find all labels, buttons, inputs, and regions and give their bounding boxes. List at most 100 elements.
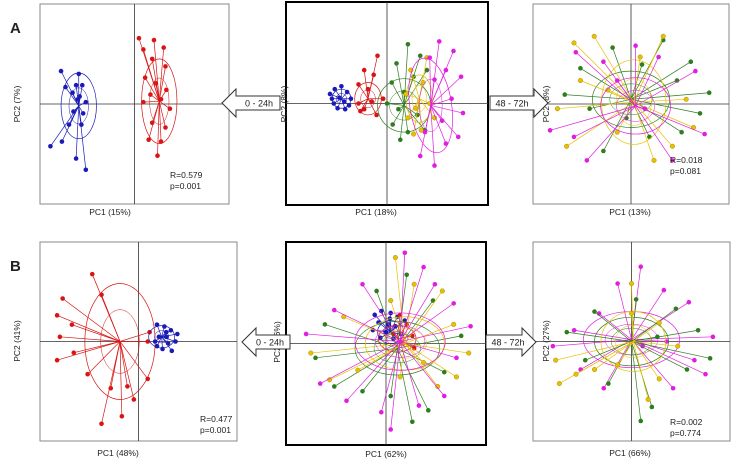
spoke-green [396, 63, 405, 106]
point-green [578, 65, 583, 71]
spoke-red [153, 40, 160, 102]
point-red [149, 120, 155, 126]
spoke-magenta [573, 105, 636, 138]
point-blue [341, 99, 347, 104]
spoke-green [630, 99, 650, 138]
spoke-red [144, 77, 160, 102]
series-magenta [408, 39, 466, 168]
spoke-green [362, 348, 398, 392]
point-yellow [411, 281, 417, 287]
point-yellow [405, 115, 411, 121]
spoke-yellow [633, 341, 678, 347]
spoke-green [594, 311, 632, 342]
point-blue [152, 339, 158, 344]
panel-letter-b: B [10, 258, 21, 275]
spoke-magenta [320, 341, 401, 384]
point-blue [83, 167, 89, 173]
point-blue [71, 109, 76, 114]
spoke-green [396, 348, 413, 422]
spoke-magenta [631, 339, 674, 389]
spoke-yellow [633, 341, 660, 380]
point-magenta [427, 55, 433, 60]
point-yellow [683, 96, 689, 102]
point-magenta [454, 355, 459, 361]
point-green [404, 272, 409, 278]
point-green [697, 111, 703, 116]
point-red [69, 322, 75, 327]
point-green [601, 148, 606, 154]
point-blue [337, 95, 342, 101]
point-red [99, 292, 104, 298]
point-red [361, 106, 367, 112]
arrow-b-left-label: 0 - 24h [256, 338, 284, 348]
point-yellow [629, 310, 635, 316]
spoke-yellow [633, 56, 641, 103]
spoke-red [143, 100, 160, 103]
point-red [164, 87, 169, 93]
spoke-magenta [631, 339, 667, 342]
point-magenta [702, 131, 707, 137]
point-green [390, 122, 396, 127]
point-magenta [332, 307, 337, 313]
spoke-yellow [357, 343, 405, 371]
point-blue [346, 103, 352, 108]
point-yellow [454, 374, 460, 380]
point-yellow [675, 343, 681, 349]
point-yellow [571, 40, 577, 46]
spoke-blue [161, 336, 176, 342]
spoke-yellow [617, 341, 634, 366]
spoke-green [608, 341, 632, 384]
point-magenta [416, 403, 422, 408]
point-magenta [615, 281, 620, 286]
point-red [99, 421, 104, 427]
series-red [136, 35, 178, 158]
point-blue [388, 310, 394, 316]
series-yellow [554, 33, 697, 163]
point-blue [348, 96, 354, 102]
spoke-red [56, 314, 121, 342]
point-blue [175, 331, 180, 337]
spoke-red [71, 324, 121, 342]
spoke-green [631, 341, 711, 359]
spoke-blue [374, 314, 391, 333]
point-yellow [451, 321, 457, 327]
spoke-red [101, 341, 121, 424]
spoke-red [148, 101, 160, 140]
point-yellow [413, 105, 419, 111]
point-yellow [605, 87, 611, 93]
point-red [85, 371, 90, 377]
point-magenta [670, 158, 675, 163]
point-yellow [392, 255, 398, 261]
point-blue [163, 329, 169, 335]
point-magenta [439, 118, 445, 123]
spoke-yellow [404, 343, 469, 354]
spoke-magenta [430, 69, 447, 106]
spoke-red [62, 298, 121, 342]
point-magenta [642, 106, 648, 111]
spoke-magenta [574, 329, 632, 340]
point-red [167, 106, 173, 111]
spoke-yellow [390, 300, 406, 344]
spoke-red [119, 331, 150, 342]
spoke-red [367, 74, 375, 99]
point-green [633, 297, 639, 302]
point-green [610, 45, 615, 50]
point-yellow [466, 350, 472, 356]
arrow-a-left-label: 0 - 24h [245, 99, 273, 109]
panel-letter-a: A [10, 20, 21, 37]
inner-ellipse-yellow [615, 78, 652, 126]
point-yellow [645, 396, 651, 402]
point-green [415, 112, 420, 118]
spoke-magenta [362, 284, 401, 342]
spoke-blue [378, 322, 391, 333]
point-green [332, 384, 337, 389]
point-yellow [435, 383, 441, 389]
spoke-magenta [390, 341, 401, 430]
point-blue [79, 122, 84, 127]
point-green [562, 92, 568, 97]
point-magenta [710, 334, 716, 340]
series-red [54, 271, 156, 427]
point-red [365, 86, 371, 92]
point-red [163, 125, 168, 130]
point-blue [59, 139, 65, 144]
